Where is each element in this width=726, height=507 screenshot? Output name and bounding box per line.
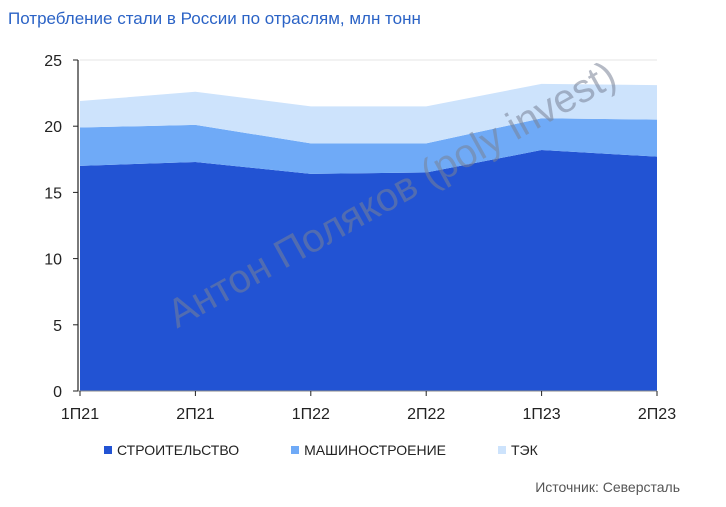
legend-item: ТЭК [497, 442, 538, 458]
area-construction [80, 150, 657, 391]
legend-item: СТРОИТЕЛЬСТВО [104, 442, 239, 458]
x-tick-label: 2П23 [638, 406, 676, 423]
y-tick-label: 15 [44, 185, 62, 202]
chart-plot: 0 5 10 15 20 25 1П21 2П21 1П22 2П22 1П23 2П23 [44, 53, 676, 423]
source-note: Источник: Северсталь [535, 479, 680, 495]
area-machinery [80, 118, 657, 174]
legend-swatch [104, 446, 112, 454]
legend-label: СТРОИТЕЛЬСТВО [117, 442, 240, 458]
y-tick-label: 0 [53, 384, 62, 401]
y-tick-label: 20 [44, 119, 62, 136]
legend-swatch [497, 446, 506, 454]
x-tick-label: 2П22 [407, 406, 445, 423]
x-tick-label: 1П23 [522, 406, 560, 423]
legend-swatch [291, 446, 300, 454]
x-tick-label: 1П22 [292, 406, 330, 423]
area-energy [80, 83, 657, 144]
x-tick-label: 1П21 [61, 406, 99, 423]
legend-label: МАШИНОСТРОЕНИЕ [304, 442, 446, 458]
legend-label: ТЭК [510, 442, 538, 458]
y-tick-label: 5 [53, 318, 62, 335]
legend-item: МАШИНОСТРОЕНИЕ [291, 442, 446, 458]
legend: СТРОИТЕЛЬСТВО МАШИНОСТРОЕНИЕ ТЭК [104, 442, 590, 458]
x-tick-label: 2П21 [176, 406, 214, 423]
y-tick-label: 10 [44, 252, 62, 269]
chart-title: Потребление стали в России по отраслям, … [8, 9, 421, 28]
y-tick-label: 25 [44, 53, 62, 70]
